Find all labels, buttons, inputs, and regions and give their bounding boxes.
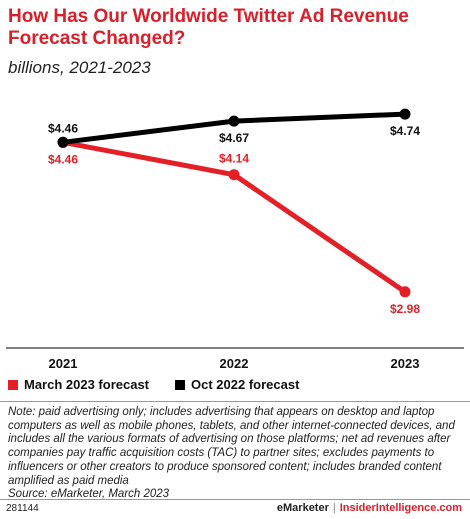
brand-emarketer: eMarketer — [276, 502, 329, 514]
x-tick-label-2023: 2023 — [391, 356, 420, 371]
divider-bottom — [0, 499, 470, 500]
data-label-march-0: $4.46 — [48, 152, 78, 166]
chart-legend: March 2023 forecast Oct 2022 forecast — [8, 377, 299, 392]
series-point-1-0 — [57, 136, 69, 148]
series-point-1-2 — [399, 108, 411, 120]
legend-label-march: March 2023 forecast — [24, 377, 150, 392]
x-tick-label-2022: 2022 — [220, 356, 249, 371]
legend-item-march: March 2023 forecast — [8, 377, 149, 392]
series-point-0-1 — [228, 169, 240, 181]
data-label-oct-0: $4.46 — [48, 121, 78, 135]
chart-id: 281144 — [6, 503, 39, 514]
x-tick-label-2021: 2021 — [49, 356, 78, 371]
data-label-oct-1: $4.67 — [219, 131, 249, 145]
note-text: Note: paid advertising only; includes ad… — [8, 406, 455, 487]
legend-item-oct: Oct 2022 forecast — [175, 377, 299, 392]
legend-swatch-red — [8, 379, 18, 390]
brand-separator: | — [332, 502, 336, 514]
data-label-oct-2: $4.74 — [390, 124, 420, 138]
legend-swatch-black — [175, 379, 186, 390]
legend-label-oct: Oct 2022 forecast — [191, 377, 300, 392]
line-chart: 2021 2022 2023 $4.46 $4.67 $4.74 $4.46 $4.14 $2.… — [6, 108, 464, 371]
source-text: Source: eMarketer, March 2023 — [8, 488, 170, 501]
brand-footer: eMarketer | InsiderIntelligence.com — [277, 502, 462, 514]
divider-top — [0, 401, 470, 402]
chart-title: How Has Our Worldwide Twitter Ad Revenue… — [8, 6, 409, 49]
data-label-march-1: $4.14 — [219, 152, 249, 166]
series-point-0-2 — [399, 286, 411, 298]
brand-insider-intelligence: InsiderIntelligence.com — [339, 502, 462, 514]
series-point-1-1 — [228, 115, 240, 127]
chart-subtitle: billions, 2021-2023 — [8, 58, 151, 77]
chart-note: Note: paid advertising only; includes ad… — [8, 406, 464, 502]
data-label-march-2: $2.98 — [390, 302, 420, 316]
